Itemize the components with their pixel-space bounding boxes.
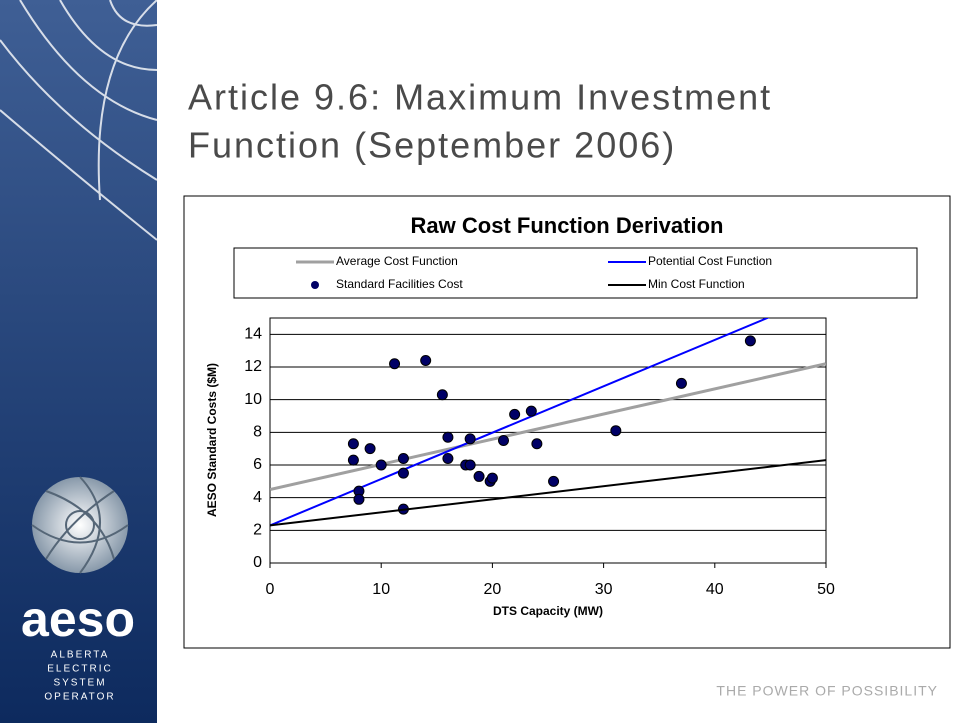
data-point — [375, 459, 387, 471]
y-tick-label: 14 — [244, 326, 262, 343]
series-line — [270, 459, 826, 527]
data-point — [531, 438, 543, 450]
legend-label: Average Cost Function — [336, 254, 458, 268]
y-tick-label: 10 — [244, 391, 262, 408]
data-point — [397, 467, 409, 479]
title-line: Function (September 2006) — [188, 125, 676, 166]
logo-text: aeso — [21, 591, 135, 647]
data-point — [675, 377, 687, 389]
legend-label: Min Cost Function — [648, 277, 745, 291]
footer: THE POWER OF POSSIBILITY — [716, 683, 938, 699]
data-point — [442, 431, 454, 443]
data-point — [442, 452, 454, 464]
slide-title: Article 9.6: Maximum Investment Function … — [188, 77, 772, 166]
data-point — [397, 452, 409, 464]
x-tick-label: 20 — [484, 581, 502, 598]
x-tick-label: 0 — [266, 581, 275, 598]
y-tick-label: 12 — [244, 358, 262, 375]
legend-label: Potential Cost Function — [648, 254, 772, 268]
logo-sub-line: ALBERTA — [51, 650, 110, 661]
data-point — [420, 354, 432, 366]
side-band — [0, 0, 157, 723]
legend-label: Standard Facilities Cost — [336, 277, 463, 291]
chart-title: Raw Cost Function Derivation — [411, 213, 724, 238]
data-point — [347, 438, 359, 450]
data-point — [525, 405, 537, 417]
data-point — [548, 475, 560, 487]
data-point — [610, 425, 622, 437]
y-axis-label: AESO Standard Costs ($M) — [205, 363, 219, 517]
data-point — [473, 470, 485, 482]
data-point — [486, 472, 498, 484]
data-point — [509, 408, 521, 420]
data-point — [389, 358, 401, 370]
data-point — [353, 493, 365, 505]
y-tick-label: 0 — [253, 554, 262, 571]
logo-sub-line: SYSTEM — [53, 678, 106, 689]
x-axis-label: DTS Capacity (MW) — [493, 604, 603, 618]
data-point — [364, 443, 376, 455]
x-tick-label: 50 — [817, 581, 835, 598]
title-line: Article 9.6: Maximum Investment — [188, 77, 772, 118]
x-tick-label: 30 — [595, 581, 613, 598]
data-point — [744, 335, 756, 347]
series-line — [270, 318, 770, 527]
y-tick-label: 6 — [253, 456, 262, 473]
logo-sub-line: OPERATOR — [44, 692, 115, 703]
band-curves — [0, 0, 158, 241]
data-point — [464, 459, 476, 471]
x-tick-label: 10 — [372, 581, 390, 598]
plot-series — [270, 318, 826, 527]
legend-swatch — [311, 281, 319, 289]
data-point — [464, 433, 476, 445]
swirl-logo — [31, 476, 129, 574]
series-line — [270, 362, 826, 491]
logo-sub: ALBERTA ELECTRIC SYSTEM OPERATOR — [44, 650, 115, 703]
data-point — [436, 389, 448, 401]
x-tick-label: 40 — [706, 581, 724, 598]
data-point — [347, 454, 359, 466]
plot-area — [269, 317, 827, 564]
legend-box — [233, 247, 918, 299]
y-tick-label: 2 — [253, 522, 262, 539]
y-tick-label: 8 — [253, 424, 262, 441]
data-point — [498, 435, 510, 446]
logo-sub-line: ELECTRIC — [47, 664, 112, 675]
y-tick-label: 4 — [253, 489, 262, 506]
